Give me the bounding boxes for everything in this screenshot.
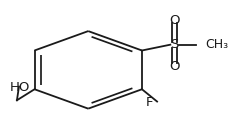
Text: HO: HO [10,81,30,94]
Text: O: O [168,60,179,72]
Text: S: S [169,38,177,51]
Text: CH₃: CH₃ [204,38,227,51]
Text: O: O [168,14,179,27]
Text: F: F [145,96,153,109]
